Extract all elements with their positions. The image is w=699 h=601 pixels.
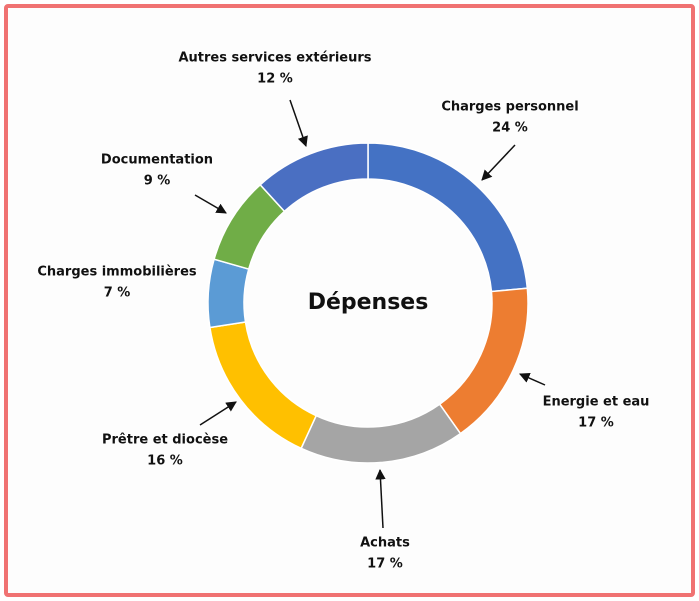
arrow [194, 194, 227, 214]
arrow [375, 468, 386, 529]
donut-segment [300, 403, 462, 464]
segment-label: Autres services extérieurs [178, 51, 371, 66]
segment-label: Charges personnel [441, 100, 578, 115]
segment-label: Energie et eau [543, 395, 650, 410]
donut-segment [207, 258, 250, 329]
donut-segment [209, 321, 318, 450]
arrow [519, 373, 546, 386]
segment-value-label: 12 % [257, 72, 293, 87]
arrow [481, 144, 516, 181]
segment-value-label: 16 % [147, 454, 183, 469]
arrow [289, 99, 308, 147]
segment-value-label: 24 % [492, 121, 528, 136]
center-title: Dépenses [308, 290, 429, 315]
segment-label: Documentation [101, 153, 213, 168]
donut-segment [438, 287, 529, 435]
frame [4, 4, 695, 597]
arrow [199, 401, 237, 426]
segment-label: Achats [360, 536, 410, 551]
donut-segment [367, 142, 529, 293]
segment-value-label: 17 % [367, 557, 403, 572]
donut-segment [259, 142, 369, 213]
segment-value-label: 17 % [578, 416, 614, 431]
segment-label: Prêtre et diocèse [102, 433, 228, 448]
segment-label: Charges immobilières [37, 265, 197, 280]
segment-value-label: 7 % [104, 286, 131, 301]
segment-value-label: 9 % [144, 174, 171, 189]
